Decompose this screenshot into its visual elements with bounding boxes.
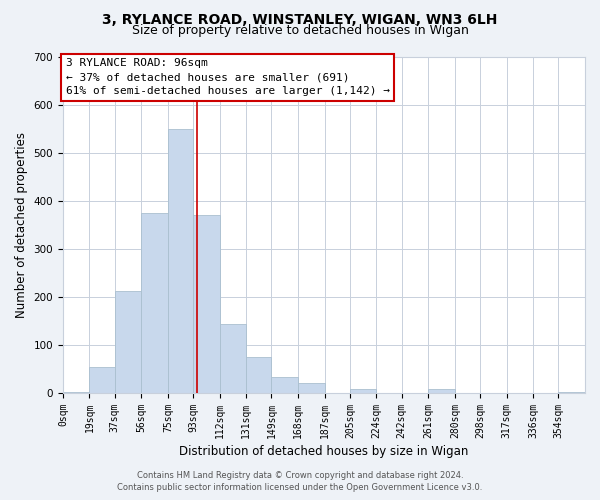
Bar — [246, 356, 271, 392]
Bar — [115, 291, 141, 392]
X-axis label: Distribution of detached houses by size in Wigan: Distribution of detached houses by size … — [179, 444, 469, 458]
Text: Contains HM Land Registry data © Crown copyright and database right 2024.
Contai: Contains HM Land Registry data © Crown c… — [118, 471, 482, 492]
Bar — [271, 377, 298, 392]
Bar — [193, 215, 220, 392]
Text: 3 RYLANCE ROAD: 96sqm
← 37% of detached houses are smaller (691)
61% of semi-det: 3 RYLANCE ROAD: 96sqm ← 37% of detached … — [65, 58, 389, 96]
Bar — [350, 388, 376, 392]
Bar — [428, 388, 455, 392]
Text: Size of property relative to detached houses in Wigan: Size of property relative to detached ho… — [131, 24, 469, 37]
Bar — [89, 367, 115, 392]
Text: 3, RYLANCE ROAD, WINSTANLEY, WIGAN, WN3 6LH: 3, RYLANCE ROAD, WINSTANLEY, WIGAN, WN3 … — [103, 12, 497, 26]
Bar — [220, 324, 246, 392]
Bar — [168, 130, 193, 392]
Bar — [298, 384, 325, 392]
Bar — [141, 212, 168, 392]
Y-axis label: Number of detached properties: Number of detached properties — [15, 132, 28, 318]
